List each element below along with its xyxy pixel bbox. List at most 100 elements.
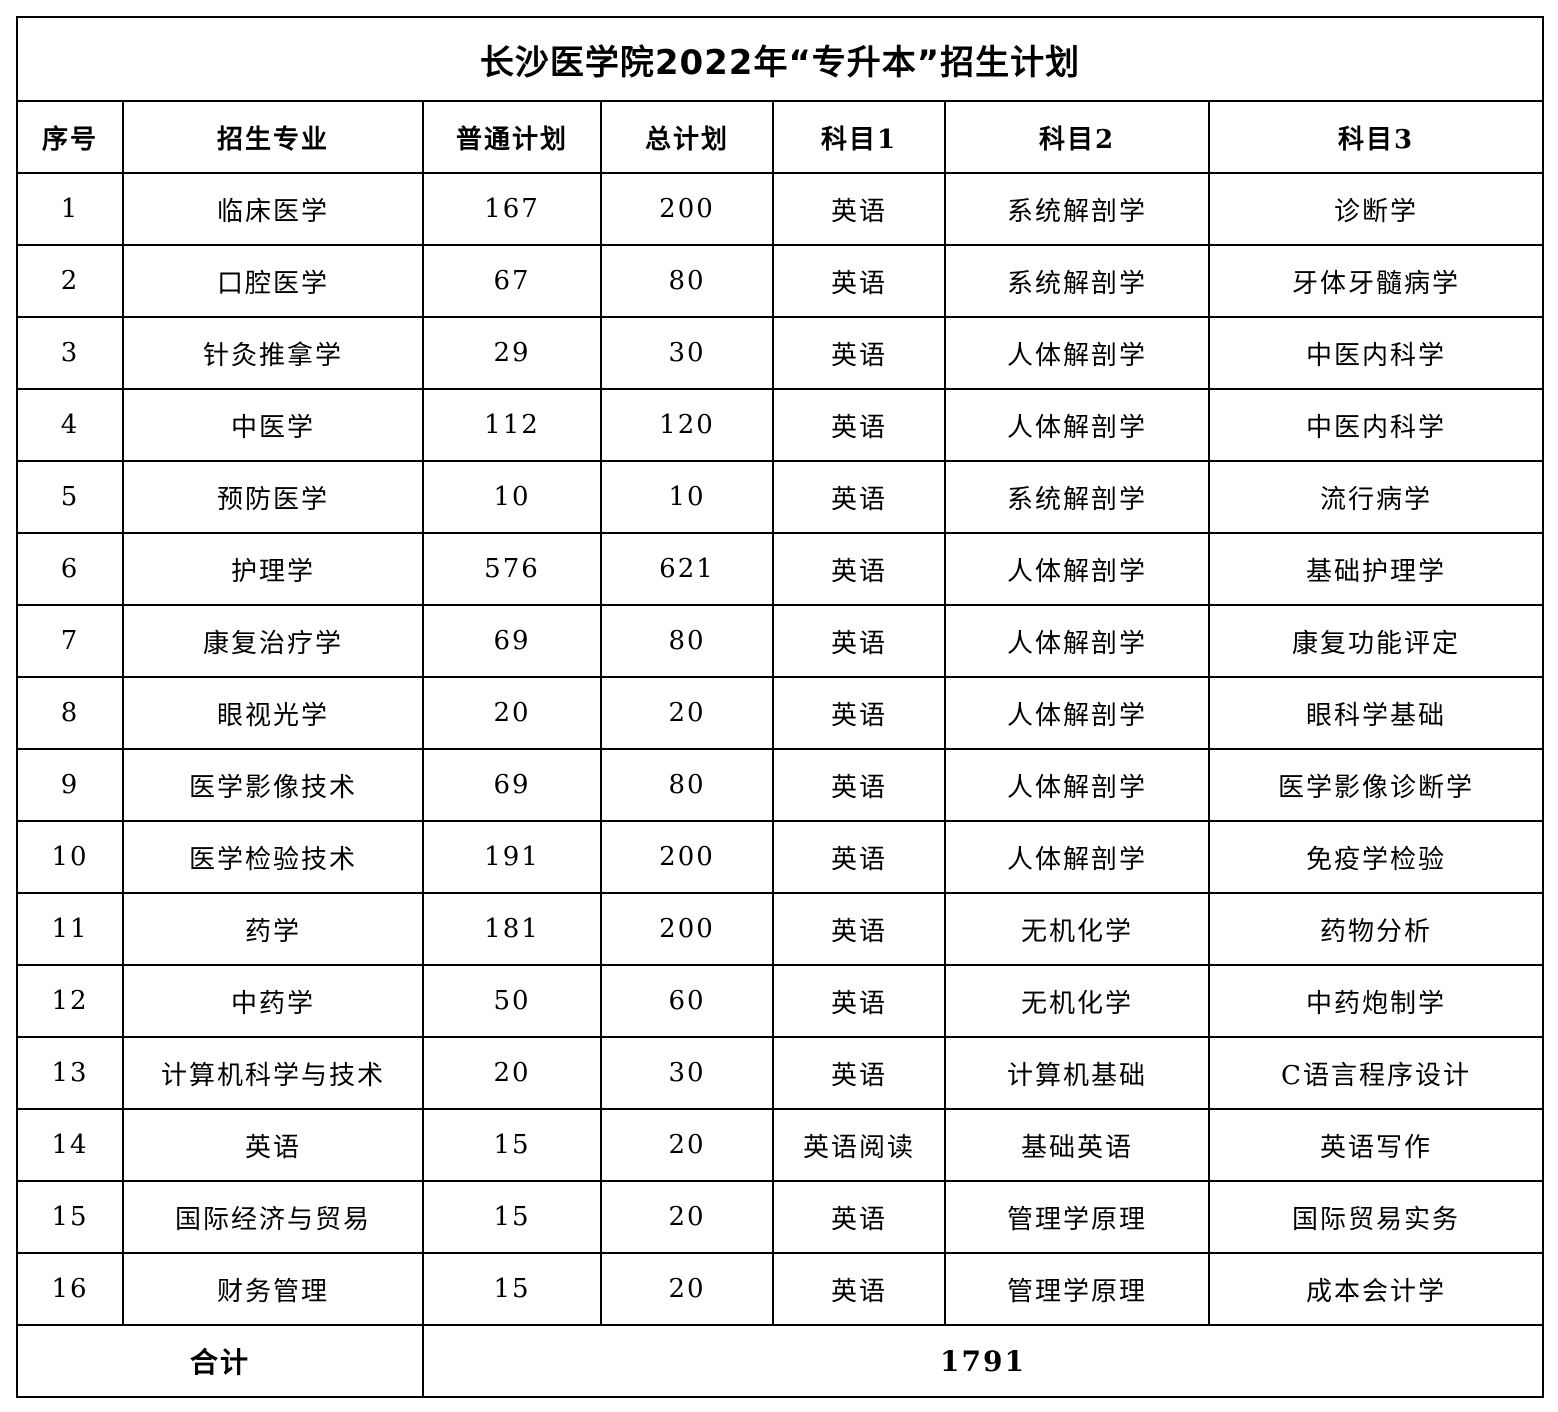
cell-seq: 9 xyxy=(16,748,124,822)
cell-subject-3: C语言程序设计 xyxy=(1208,1036,1544,1110)
cell-major: 中药学 xyxy=(122,964,424,1038)
cell-major: 临床医学 xyxy=(122,172,424,246)
cell-subject-1: 英语 xyxy=(772,388,946,462)
cell-subject-2: 人体解剖学 xyxy=(944,532,1210,606)
table-row: 12 中药学 50 60 英语 无机化学 中药炮制学 xyxy=(16,964,1544,1038)
cell-subject-2: 人体解剖学 xyxy=(944,604,1210,678)
cell-major: 国际经济与贸易 xyxy=(122,1180,424,1254)
header-row: 序号 招生专业 普通计划 总计划 科目1 科目2 科目3 xyxy=(16,100,1544,174)
enrollment-plan-table: 长沙医学院2022年“专升本”招生计划 序号 招生专业 普通计划 总计划 科目1 科目2 科… xyxy=(16,16,1544,1398)
cell-subject-3: 流行病学 xyxy=(1208,460,1544,534)
cell-regular-plan: 20 xyxy=(422,1036,602,1110)
table-title: 长沙医学院2022年“专升本”招生计划 xyxy=(16,16,1544,102)
cell-major: 康复治疗学 xyxy=(122,604,424,678)
cell-subject-2: 人体解剖学 xyxy=(944,316,1210,390)
cell-total-plan: 20 xyxy=(600,1108,774,1182)
cell-subject-3: 康复功能评定 xyxy=(1208,604,1544,678)
cell-major: 中医学 xyxy=(122,388,424,462)
cell-subject-1: 英语 xyxy=(772,1252,946,1326)
cell-total-plan: 10 xyxy=(600,460,774,534)
table-row: 3 针灸推拿学 29 30 英语 人体解剖学 中医内科学 xyxy=(16,316,1544,390)
header-subject-2: 科目2 xyxy=(944,100,1210,174)
cell-subject-3: 牙体牙髓病学 xyxy=(1208,244,1544,318)
cell-subject-1: 英语阅读 xyxy=(772,1108,946,1182)
cell-seq: 3 xyxy=(16,316,124,390)
cell-subject-1: 英语 xyxy=(772,964,946,1038)
cell-seq: 11 xyxy=(16,892,124,966)
cell-regular-plan: 20 xyxy=(422,676,602,750)
cell-total-plan: 200 xyxy=(600,892,774,966)
cell-total-plan: 621 xyxy=(600,532,774,606)
cell-regular-plan: 10 xyxy=(422,460,602,534)
table-row: 5 预防医学 10 10 英语 系统解剖学 流行病学 xyxy=(16,460,1544,534)
total-value: 1791 xyxy=(422,1324,1544,1398)
cell-total-plan: 80 xyxy=(600,748,774,822)
total-row: 合计 1791 xyxy=(16,1324,1544,1398)
cell-regular-plan: 50 xyxy=(422,964,602,1038)
total-label: 合计 xyxy=(16,1324,424,1398)
cell-subject-1: 英语 xyxy=(772,532,946,606)
cell-total-plan: 20 xyxy=(600,1180,774,1254)
cell-regular-plan: 191 xyxy=(422,820,602,894)
table-row: 6 护理学 576 621 英语 人体解剖学 基础护理学 xyxy=(16,532,1544,606)
cell-regular-plan: 69 xyxy=(422,748,602,822)
table-row: 14 英语 15 20 英语阅读 基础英语 英语写作 xyxy=(16,1108,1544,1182)
cell-regular-plan: 167 xyxy=(422,172,602,246)
cell-seq: 6 xyxy=(16,532,124,606)
table-row: 9 医学影像技术 69 80 英语 人体解剖学 医学影像诊断学 xyxy=(16,748,1544,822)
cell-subject-3: 国际贸易实务 xyxy=(1208,1180,1544,1254)
cell-regular-plan: 67 xyxy=(422,244,602,318)
cell-seq: 13 xyxy=(16,1036,124,1110)
cell-subject-1: 英语 xyxy=(772,892,946,966)
cell-seq: 10 xyxy=(16,820,124,894)
cell-seq: 7 xyxy=(16,604,124,678)
cell-subject-3: 免疫学检验 xyxy=(1208,820,1544,894)
cell-seq: 2 xyxy=(16,244,124,318)
cell-total-plan: 30 xyxy=(600,1036,774,1110)
cell-subject-3: 基础护理学 xyxy=(1208,532,1544,606)
cell-subject-1: 英语 xyxy=(772,1036,946,1110)
table-row: 2 口腔医学 67 80 英语 系统解剖学 牙体牙髓病学 xyxy=(16,244,1544,318)
table-row: 1 临床医学 167 200 英语 系统解剖学 诊断学 xyxy=(16,172,1544,246)
table-row: 11 药学 181 200 英语 无机化学 药物分析 xyxy=(16,892,1544,966)
cell-seq: 14 xyxy=(16,1108,124,1182)
cell-subject-3: 中药炮制学 xyxy=(1208,964,1544,1038)
table-row: 10 医学检验技术 191 200 英语 人体解剖学 免疫学检验 xyxy=(16,820,1544,894)
header-major: 招生专业 xyxy=(122,100,424,174)
cell-total-plan: 30 xyxy=(600,316,774,390)
cell-subject-1: 英语 xyxy=(772,316,946,390)
cell-total-plan: 80 xyxy=(600,604,774,678)
cell-major: 预防医学 xyxy=(122,460,424,534)
cell-major: 医学影像技术 xyxy=(122,748,424,822)
cell-subject-1: 英语 xyxy=(772,244,946,318)
cell-regular-plan: 15 xyxy=(422,1252,602,1326)
cell-major: 眼视光学 xyxy=(122,676,424,750)
cell-subject-2: 人体解剖学 xyxy=(944,748,1210,822)
cell-subject-3: 英语写作 xyxy=(1208,1108,1544,1182)
cell-total-plan: 120 xyxy=(600,388,774,462)
cell-regular-plan: 576 xyxy=(422,532,602,606)
table-row: 16 财务管理 15 20 英语 管理学原理 成本会计学 xyxy=(16,1252,1544,1326)
cell-total-plan: 60 xyxy=(600,964,774,1038)
cell-major: 医学检验技术 xyxy=(122,820,424,894)
header-subject-3: 科目3 xyxy=(1208,100,1544,174)
cell-total-plan: 20 xyxy=(600,676,774,750)
cell-seq: 8 xyxy=(16,676,124,750)
cell-subject-1: 英语 xyxy=(772,676,946,750)
cell-subject-3: 中医内科学 xyxy=(1208,316,1544,390)
cell-seq: 15 xyxy=(16,1180,124,1254)
cell-seq: 1 xyxy=(16,172,124,246)
header-subject-1: 科目1 xyxy=(772,100,946,174)
cell-subject-2: 人体解剖学 xyxy=(944,676,1210,750)
cell-regular-plan: 15 xyxy=(422,1180,602,1254)
cell-total-plan: 20 xyxy=(600,1252,774,1326)
cell-subject-2: 无机化学 xyxy=(944,892,1210,966)
cell-subject-2: 计算机基础 xyxy=(944,1036,1210,1110)
header-seq: 序号 xyxy=(16,100,124,174)
cell-subject-2: 人体解剖学 xyxy=(944,820,1210,894)
cell-major: 药学 xyxy=(122,892,424,966)
cell-subject-2: 系统解剖学 xyxy=(944,172,1210,246)
cell-subject-2: 系统解剖学 xyxy=(944,460,1210,534)
cell-regular-plan: 15 xyxy=(422,1108,602,1182)
cell-subject-1: 英语 xyxy=(772,172,946,246)
